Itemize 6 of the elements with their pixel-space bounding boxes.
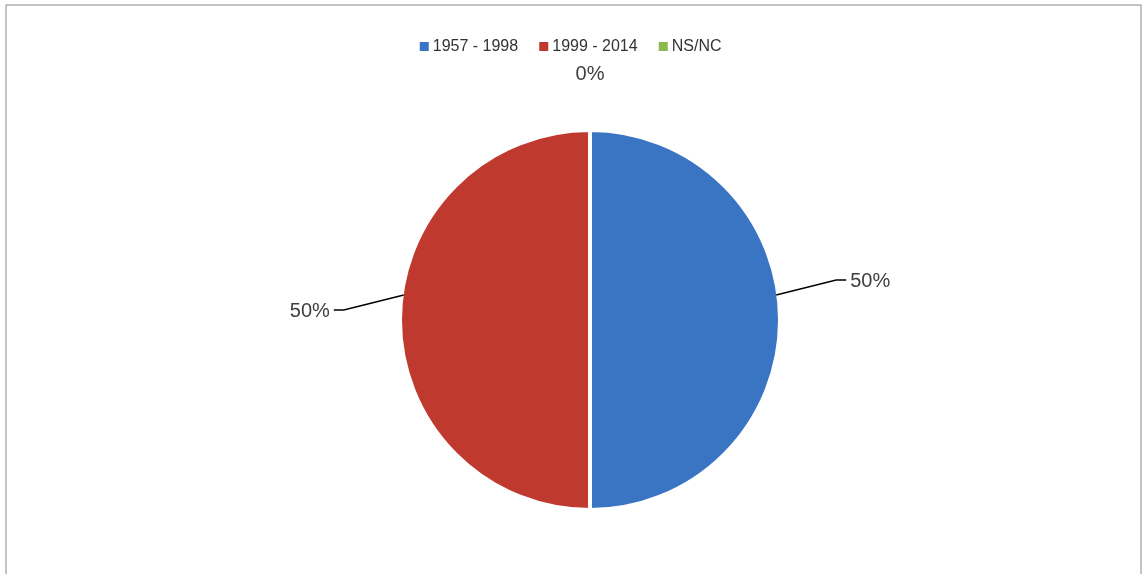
data-label: 50%: [850, 269, 891, 291]
legend-label: 1957 - 1998: [432, 37, 519, 54]
data-label: 50%: [289, 299, 331, 321]
legend-label: 1999 - 2014: [552, 37, 638, 54]
legend-label: NS/NC: [671, 37, 722, 54]
text: 0%: [575, 62, 605, 84]
